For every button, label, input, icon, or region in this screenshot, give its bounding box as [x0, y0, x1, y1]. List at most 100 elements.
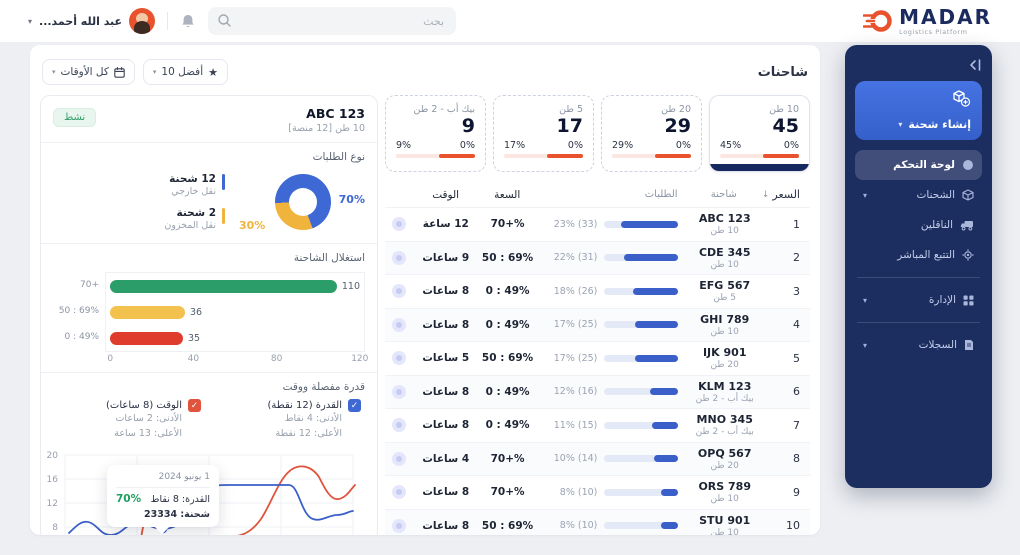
target-icon[interactable]: [392, 418, 407, 433]
orders-bar: [604, 287, 679, 295]
calendar-icon: [114, 66, 125, 78]
section-divider: [41, 243, 377, 244]
target-icon[interactable]: [392, 384, 407, 399]
table-row[interactable]: 10 901 STU 10 طن 8% (10) 50 : 69% 8 ساعات: [385, 508, 810, 535]
row-capacity: 0 : 49%: [485, 419, 530, 432]
grid-icon: [963, 295, 974, 306]
table-row[interactable]: 6 123 KLM بيك أب - 2 طن 12% (16) 0 : 49% …: [385, 374, 810, 408]
table-row[interactable]: 4 789 GHI 10 طن 17% (25) 0 : 49% 8 ساعات: [385, 307, 810, 341]
table-row[interactable]: 5 901 IJK 20 طن 17% (25) 50 : 69% 5 ساعات: [385, 341, 810, 375]
table-row[interactable]: 8 567 OPQ 20 طن 10% (14) 70+% 4 ساعات: [385, 441, 810, 475]
dashboard-icon: [962, 159, 974, 171]
target-icon[interactable]: [392, 284, 407, 299]
notifications-button[interactable]: [180, 13, 196, 30]
capacity-checkbox[interactable]: ✓: [348, 399, 361, 412]
table-row[interactable]: 3 567 EFG 5 طن 18% (26) 0 : 49% 8 ساعات: [385, 274, 810, 308]
row-truck: 123 KLM بيك أب - 2 طن: [695, 379, 754, 404]
stat-left-pct: 17%: [504, 139, 526, 151]
col-header-time[interactable]: الوقت: [432, 188, 460, 201]
row-capacity: 50 : 69%: [481, 352, 534, 365]
row-orders: 11% (15): [537, 420, 679, 431]
bar-50-69: [110, 305, 185, 319]
col-header-rank[interactable]: السعر ↓: [761, 188, 800, 201]
stat-card-10ton[interactable]: 10 طن 45 45% 0%: [709, 95, 810, 172]
x-axis: 0 40 80 120: [107, 354, 369, 364]
sidebar-item-label: الناقلين: [920, 219, 953, 231]
sidebar-item-shipments[interactable]: الشحنات ▾: [855, 180, 982, 210]
selected-indicator: [710, 164, 809, 171]
row-rank: 4: [793, 318, 800, 332]
orders-bar: [604, 455, 679, 463]
legend-swatch: [222, 208, 225, 224]
row-orders: 22% (31): [537, 252, 679, 263]
stat-right-pct: 0%: [567, 139, 583, 151]
stat-card-20ton[interactable]: 20 طن 29 29% 0%: [601, 95, 702, 172]
legend-item-inventory: 2 شحنة نقل المخزون: [164, 207, 225, 231]
truck-icon: [960, 220, 974, 231]
target-icon[interactable]: [392, 485, 407, 500]
time-checkbox[interactable]: ✓: [188, 399, 201, 412]
detail-truck-id: 123 ABC: [306, 106, 365, 121]
user-menu[interactable]: عبد الله أحمد... ▾: [28, 8, 156, 34]
chevron-down-icon: ▾: [863, 340, 868, 350]
row-orders: 17% (25): [537, 353, 679, 364]
table-row[interactable]: 7 345 MNO بيك أب - 2 طن 11% (15) 0 : 49% …: [385, 408, 810, 442]
stat-card-pickup-2ton[interactable]: بيك أب - 2 طن 9 9% 0%: [385, 95, 486, 172]
sidebar-item-dashboard[interactable]: لوحة التحكم: [855, 150, 982, 180]
topbar: MADAR Logistics Platform عبد الله أحمد..…: [0, 0, 1020, 42]
row-capacity: 0 : 49%: [485, 385, 530, 398]
orders-bar: [604, 254, 679, 262]
donut-label-blue: 70%: [338, 193, 365, 206]
top10-filter-button[interactable]: ★ أفضل 10 ▾: [142, 59, 228, 85]
row-time: 8 ساعات: [422, 486, 470, 499]
sidebar-item-label: لوحة التحكم: [893, 159, 955, 171]
sort-down-icon: ↓: [761, 189, 770, 200]
target-icon[interactable]: [392, 351, 407, 366]
row-truck: 567 OPQ 20 طن: [697, 446, 752, 471]
target-icon[interactable]: [392, 250, 407, 265]
table-row[interactable]: 2 345 CDE 10 طن 22% (31) 50 : 69% 9 ساعات: [385, 240, 810, 274]
row-rank: 9: [793, 485, 800, 499]
page-title: شاحنات: [757, 64, 808, 80]
avatar: [129, 8, 156, 34]
target-icon[interactable]: [392, 317, 407, 332]
topbar-divider: [167, 12, 169, 30]
search-input[interactable]: [208, 7, 457, 35]
sidebar-item-admin[interactable]: الإدارة ▾: [855, 285, 982, 315]
row-orders: 17% (25): [537, 319, 679, 330]
sidebar-item-live-tracking[interactable]: التتبع المباشر: [855, 240, 982, 270]
row-truck: 345 CDE 10 طن: [698, 245, 751, 270]
sidebar-item-label: الإدارة: [928, 294, 956, 306]
col-header-capacity[interactable]: السعة: [494, 188, 521, 201]
chart-tooltip: 1 يونيو 2024 القدرة: 8 نقاط 70% شحنة: 23…: [107, 465, 219, 528]
row-capacity: 0 : 49%: [485, 285, 530, 298]
truck-detail-card: 123 ABC 10 طن [12 منصة] نشط نوع الطلبات …: [40, 95, 378, 535]
stat-card-label: 5 طن: [559, 104, 583, 115]
target-icon[interactable]: [392, 518, 407, 533]
package-icon: [962, 189, 974, 201]
stats-column: 10 طن 45 45% 0% 20 طن 29 29% 0% 5 طن 17 17…: [385, 95, 810, 535]
table-row[interactable]: 9 789 ORS 10 طن 8% (10) 70+% 8 ساعات: [385, 475, 810, 509]
sidebar-item-carriers[interactable]: الناقلين: [855, 210, 982, 240]
table-row[interactable]: 1 123 ABC 10 طن 23% (33) 70+% 12 ساعة: [385, 207, 810, 241]
col-header-truck[interactable]: شاحنة: [710, 189, 737, 200]
row-rank: 3: [793, 284, 800, 298]
target-icon[interactable]: [392, 217, 407, 232]
create-shipment-button[interactable]: إنشاء شحنة ▾: [855, 81, 982, 140]
row-time: 8 ساعات: [422, 318, 470, 331]
legend-item-external: 12 شحنة نقل خارجي: [164, 173, 225, 197]
sidebar-item-records[interactable]: السجلات ▾: [855, 330, 982, 360]
stat-card-value: 17: [556, 115, 583, 137]
search-icon: [218, 14, 231, 27]
detail-truck-sub: 10 طن [12 منصة]: [288, 123, 365, 134]
col-header-orders[interactable]: الطلبات: [644, 189, 678, 200]
chevron-down-icon: ▾: [152, 68, 157, 76]
time-filter-button[interactable]: كل الأوقات ▾: [42, 59, 135, 85]
target-icon[interactable]: [392, 451, 407, 466]
stat-card-5ton[interactable]: 5 طن 17 17% 0%: [493, 95, 594, 172]
row-capacity: 50 : 69%: [481, 251, 534, 264]
capacity-time-title: قدرة مفصلة ووقت: [282, 381, 365, 393]
search-bar[interactable]: [208, 7, 457, 35]
sidebar-collapse-button[interactable]: [968, 55, 982, 75]
row-orders: 18% (26): [537, 286, 679, 297]
